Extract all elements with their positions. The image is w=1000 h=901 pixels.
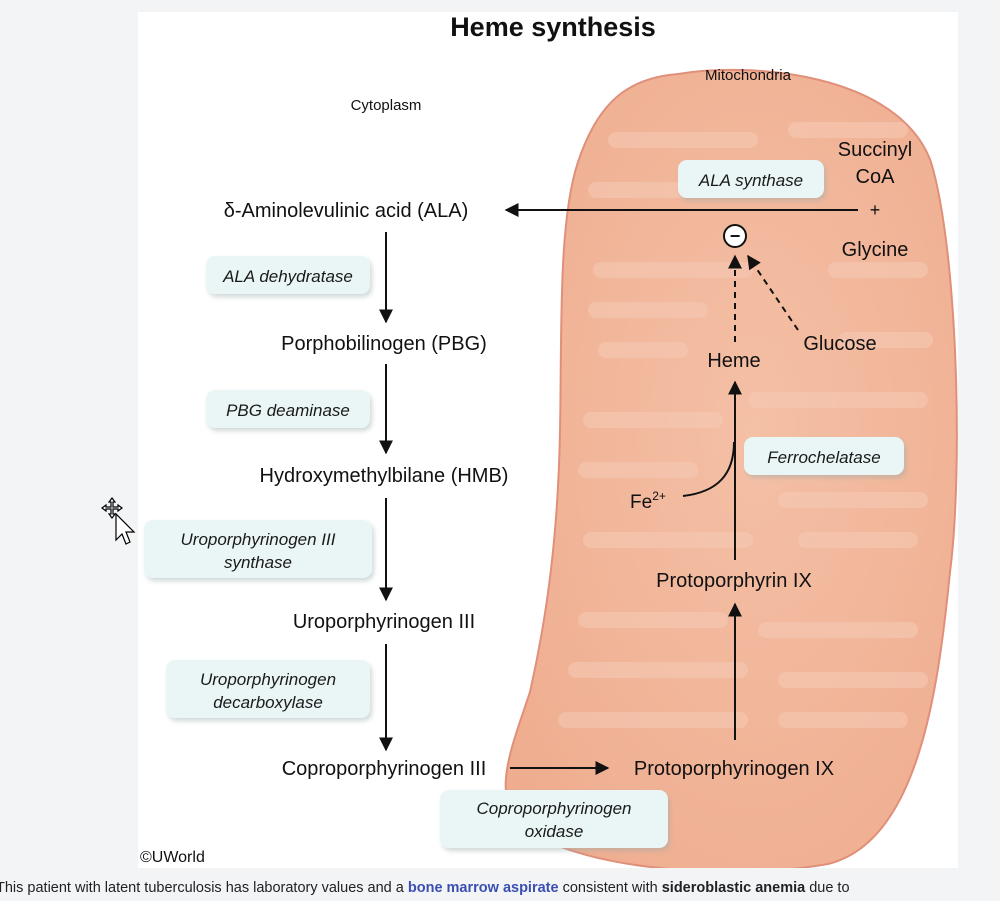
- enzyme-uro-decarboxylase-line1: Uroporphyrinogen: [200, 670, 336, 689]
- compound-heme: Heme: [707, 350, 760, 372]
- caption-link-bone-marrow[interactable]: bone marrow aspirate: [407, 880, 559, 896]
- iron-label: Fe2+: [630, 489, 666, 513]
- enzyme-box-ferrochelatase: Ferrochelatase: [744, 437, 904, 475]
- caption-part1: This patient with latent tuberculosis ha…: [0, 880, 408, 896]
- compound-ala: δ-Aminolevulinic acid (ALA): [224, 200, 469, 222]
- glycine-label: Glycine: [842, 239, 909, 261]
- compound-pbg: Porphobilinogen (PBG): [281, 333, 487, 355]
- enzyme-ala-dehydratase: ALA dehydratase: [222, 267, 353, 286]
- glucose-label: Glucose: [803, 333, 876, 355]
- iron-base: Fe: [630, 492, 652, 513]
- iron-charge: 2+: [652, 489, 666, 503]
- mitochondria-label: Mitochondria: [705, 67, 792, 84]
- dashed-arrow-glucose-inhibits: [747, 254, 799, 331]
- enzyme-box-copro-oxidase: Coproporphyrinogen oxidase: [440, 790, 668, 848]
- inhibition-minus: −: [730, 226, 741, 246]
- succinyl-coa-line1: Succinyl: [838, 139, 912, 161]
- diagram-svg: Heme synthesis: [140, 12, 958, 868]
- iron-insertion-curve: [682, 441, 735, 497]
- enzyme-box-ala-dehydratase: ALA dehydratase: [206, 256, 370, 294]
- compound-uro3: Uroporphyrinogen III: [293, 611, 475, 633]
- enzyme-box-pbg-deaminase: PBG deaminase: [206, 390, 370, 428]
- compound-protogen9: Protoporphyrinogen IX: [634, 758, 834, 780]
- compound-copro3: Coproporphyrinogen III: [282, 758, 487, 780]
- caption-part2: consistent with: [558, 880, 662, 896]
- caption-text: This patient with latent tuberculosis ha…: [0, 880, 850, 896]
- enzyme-copro-oxidase-line2: oxidase: [525, 822, 584, 841]
- enzyme-copro-oxidase-line1: Coproporphyrinogen: [477, 799, 632, 818]
- uworld-credit: ©UWorld: [140, 849, 205, 866]
- plus-sign: +: [870, 200, 881, 220]
- mitochondrion-cristae: [558, 122, 933, 728]
- heme-synthesis-figure: Heme synthesis: [138, 12, 958, 868]
- enzyme-box-uro-decarboxylase: Uroporphyrinogen decarboxylase: [166, 660, 370, 718]
- enzyme-uro3-synthase-line1: Uroporphyrinogen III: [181, 530, 336, 549]
- caption-bold-diagnosis: sideroblastic anemia: [661, 880, 806, 896]
- enzyme-pbg-deaminase: PBG deaminase: [226, 401, 350, 420]
- compound-hmb: Hydroxymethylbilane (HMB): [260, 465, 509, 487]
- cytoplasm-label: Cytoplasm: [351, 97, 422, 114]
- enzyme-ferrochelatase: Ferrochelatase: [767, 448, 880, 467]
- enzyme-ala-synthase: ALA synthase: [698, 171, 803, 190]
- enzyme-box-uro3-synthase: Uroporphyrinogen III synthase: [144, 520, 372, 578]
- succinyl-coa-line2: CoA: [856, 166, 896, 188]
- move-cursor-icon: [101, 497, 136, 545]
- compound-proto9: Protoporphyrin IX: [656, 570, 812, 592]
- enzyme-uro-decarboxylase-line2: decarboxylase: [213, 693, 323, 712]
- caption-part3: due to: [805, 880, 850, 896]
- enzyme-uro3-synthase-line2: synthase: [224, 553, 292, 572]
- enzyme-box-ala-synthase: ALA synthase: [678, 160, 824, 198]
- diagram-title: Heme synthesis: [450, 12, 656, 42]
- mitochondrion: [504, 68, 958, 868]
- inhibition-symbol: −: [723, 224, 747, 248]
